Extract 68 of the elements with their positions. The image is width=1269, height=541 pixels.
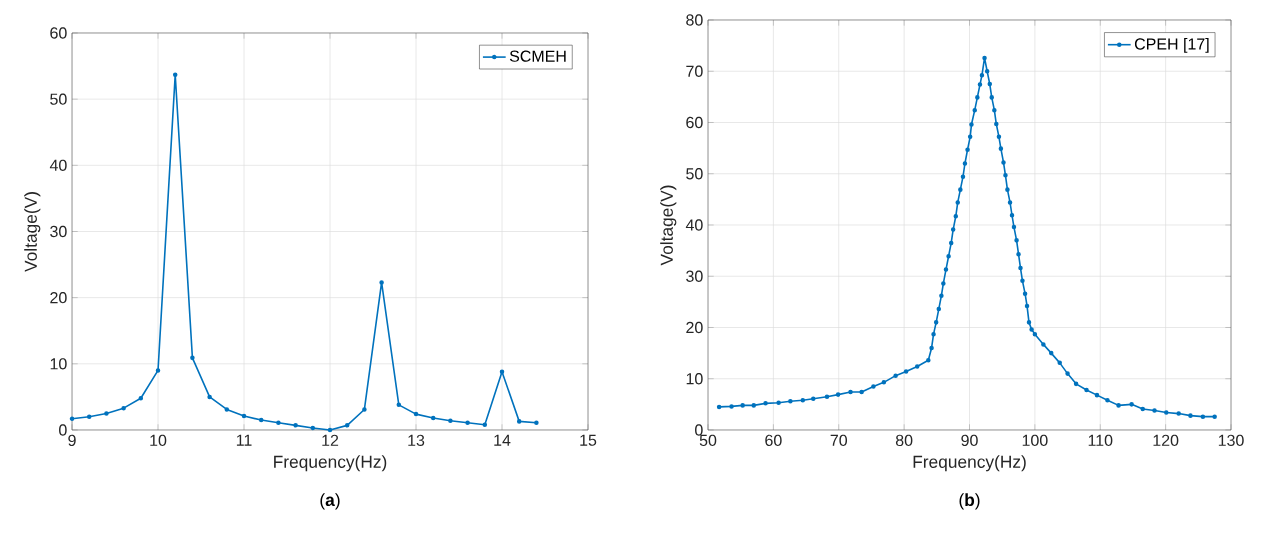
x-tick-label: 70 — [830, 434, 848, 447]
point — [430, 415, 436, 421]
y-tick-label: 0 — [59, 424, 67, 436]
x-tick-label: 15 — [580, 434, 597, 446]
x-tick-label: 100 — [1022, 434, 1048, 447]
point — [138, 395, 144, 401]
point — [293, 423, 298, 428]
point — [190, 355, 195, 361]
point — [224, 407, 230, 412]
point — [362, 407, 367, 412]
x-tick-label: 110 — [1088, 434, 1113, 447]
x-axis-title: Frequency(Hz) — [274, 455, 387, 472]
point — [448, 418, 453, 423]
point — [499, 369, 505, 375]
point — [258, 417, 264, 423]
point — [86, 414, 92, 420]
x-tick-label: 10 — [150, 434, 167, 447]
x-axis-title: Frequency(Hz) — [913, 455, 1026, 472]
x-tick-label: 12 — [322, 434, 339, 446]
y-tick-label: 70 — [686, 65, 703, 77]
y-tick-label: 10 — [50, 358, 67, 370]
text: (a) — [320, 493, 340, 510]
y-tick-label: 10 — [686, 373, 703, 385]
point — [172, 72, 178, 77]
y-tick-label: 50 — [686, 168, 703, 180]
y-tick-label: 40 — [685, 219, 703, 231]
x-tick-label: 80 — [895, 434, 913, 447]
y-tick-label: 20 — [686, 321, 703, 334]
y-tick-label: 0 — [695, 424, 703, 436]
point — [482, 422, 488, 427]
x-tick-label: 13 — [408, 434, 425, 447]
point — [413, 411, 419, 417]
x-tick-label: 50 — [699, 434, 717, 447]
point — [207, 394, 212, 400]
point — [241, 413, 247, 419]
y-axis-title: Voltage(V) — [24, 192, 41, 272]
point — [344, 423, 350, 428]
legend-label: SCMEH — [509, 50, 566, 62]
x-tick-label: 90 — [961, 434, 978, 447]
point — [396, 402, 402, 408]
y-tick-label: 60 — [686, 116, 703, 129]
point — [155, 368, 161, 373]
y-tick-label: 20 — [50, 292, 67, 304]
x-tick-label: 130 — [1218, 434, 1244, 447]
point — [516, 419, 522, 424]
text: (b) — [959, 493, 980, 510]
y-tick-label: 80 — [686, 14, 703, 26]
x-tick-label: 60 — [765, 434, 782, 447]
x-tick-label: 9 — [68, 434, 76, 447]
y-tick-label: 40 — [49, 159, 67, 171]
y-tick-label: 30 — [686, 270, 703, 282]
point — [327, 427, 333, 433]
x-tick-label: 11 — [236, 434, 252, 446]
point — [379, 280, 384, 285]
x-tick-label: 14 — [494, 434, 511, 446]
point — [310, 425, 316, 431]
point — [534, 420, 539, 425]
y-tick-label: 50 — [50, 93, 67, 105]
y-tick-label: 30 — [50, 225, 67, 238]
point — [69, 416, 75, 421]
point — [121, 405, 126, 411]
point — [465, 420, 470, 425]
y-axis-title: Voltage(V) — [660, 185, 677, 266]
x-tick-label: 120 — [1153, 434, 1179, 447]
legend-label: CPEH [17] — [1134, 37, 1209, 53]
y-tick-label: 60 — [50, 27, 67, 39]
point — [276, 420, 281, 425]
point — [104, 411, 109, 416]
